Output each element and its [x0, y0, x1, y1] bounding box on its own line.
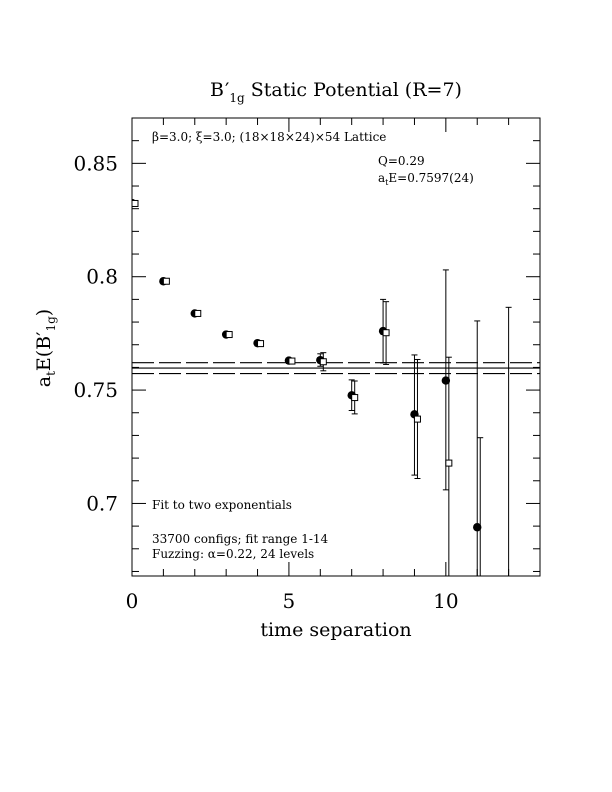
chart-title-sub: 1g	[229, 91, 245, 105]
data-point	[194, 309, 202, 317]
y-tick-label: 0.75	[73, 378, 118, 402]
y-tick-labels: 0.7 0.75 0.8 0.85	[73, 151, 118, 515]
y-label-sub: 1g	[44, 316, 58, 332]
y-label-a: a	[33, 376, 55, 387]
x-tick-labels: 0 5 10	[126, 589, 459, 613]
y-tick-label: 0.8	[86, 265, 118, 289]
fit-band	[132, 362, 540, 375]
annotation-lattice: β=3.0; ξ=3.0; (18×18×24)×54 Lattice	[152, 130, 386, 144]
data-point	[382, 329, 390, 337]
chart-title-rest: Static Potential (R=7)	[245, 79, 462, 101]
x-axis-label: time separation	[260, 619, 411, 641]
y-tick-label: 0.85	[73, 151, 118, 175]
chart-title-main: B	[210, 79, 224, 101]
annotation-q: Q=0.29	[378, 154, 425, 168]
y-tick-label: 0.7	[86, 491, 118, 515]
plot-frame	[131, 117, 541, 577]
x-tick-label: 10	[433, 589, 458, 613]
data-marks	[132, 198, 512, 576]
data-point	[132, 199, 139, 207]
annotation-fuzzing: Fuzzing: α=0.22, 24 levels	[152, 547, 314, 561]
data-point	[162, 277, 170, 285]
chart-title: B′1g Static Potential (R=7)	[210, 79, 462, 105]
data-point	[473, 523, 482, 532]
data-point	[257, 340, 265, 348]
chart-title-prime: ′	[225, 79, 229, 101]
annotation-fit: Fit to two exponentials	[152, 498, 292, 512]
data-point	[445, 459, 453, 467]
y-label-mid: E(B	[33, 336, 55, 371]
annotation-energy-a: a	[378, 171, 385, 185]
annotation-energy-t: t	[385, 178, 389, 187]
annotation-configs: 33700 configs; fit range 1-14	[152, 532, 329, 546]
y-axis-label: atE(B′1g)	[33, 309, 58, 387]
data-point	[319, 358, 327, 366]
annotation-energy: atE=0.7597(24)	[378, 171, 474, 187]
data-point	[225, 331, 233, 339]
data-point	[351, 394, 359, 402]
y-label-t: t	[44, 371, 58, 376]
data-point	[288, 357, 296, 365]
annotation-energy-value: E=0.7597(24)	[388, 171, 473, 185]
x-tick-label: 5	[283, 589, 296, 613]
data-point	[441, 376, 451, 385]
y-label-close: )	[33, 309, 55, 316]
y-label-prime: ′	[33, 332, 55, 336]
x-tick-label: 0	[126, 589, 139, 613]
data-point	[413, 415, 421, 423]
